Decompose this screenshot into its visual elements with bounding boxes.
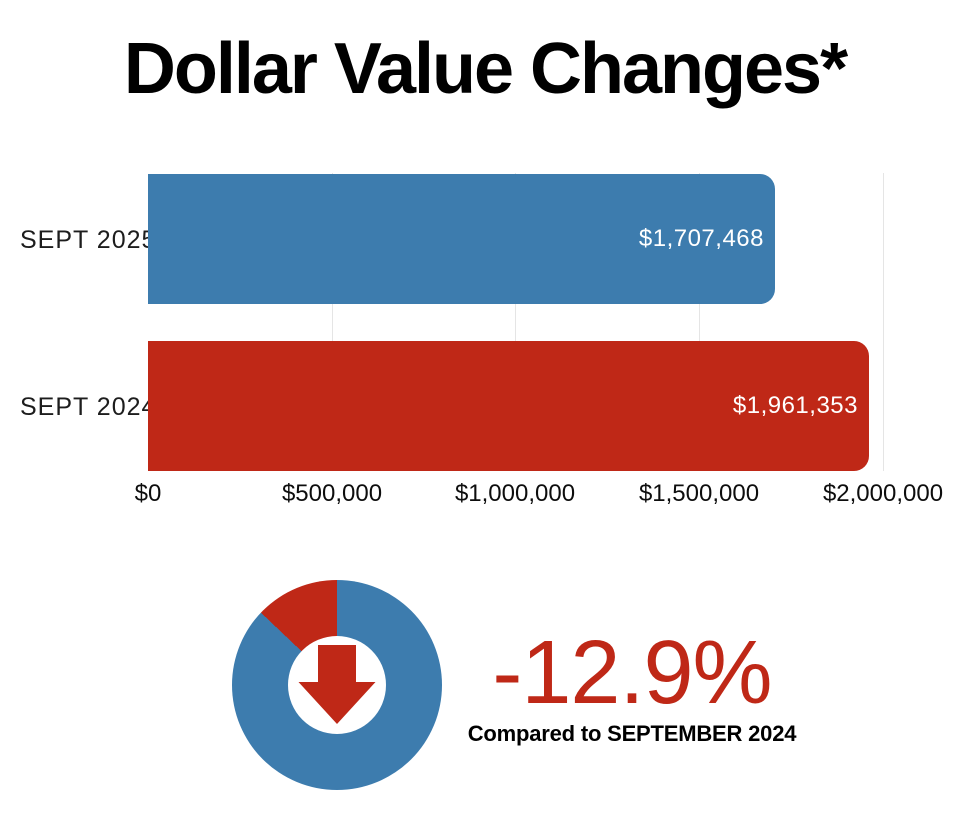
bar-chart: SEPT 2025 SEPT 2024 $1,707,468 $1,961,35… bbox=[0, 160, 970, 520]
x-axis-tick-2m: $2,000,000 bbox=[822, 480, 944, 507]
category-label-sept-2024: SEPT 2024 bbox=[20, 393, 157, 421]
x-axis-tick-0: $0 bbox=[134, 480, 162, 507]
bar-value-label-sept-2024: $1,961,353 bbox=[732, 392, 858, 419]
x-axis-tick-1m: $1,000,000 bbox=[454, 480, 576, 507]
category-label-sept-2025: SEPT 2025 bbox=[20, 226, 157, 254]
donut-chart bbox=[232, 580, 442, 790]
bar-sept-2025: $1,707,468 bbox=[148, 174, 775, 304]
gridline-500k bbox=[332, 173, 333, 471]
gridline-1m bbox=[515, 173, 516, 471]
bar-value-label-sept-2025: $1,707,468 bbox=[638, 225, 764, 252]
gridline-2m bbox=[883, 173, 884, 471]
arrow-down-icon bbox=[298, 645, 376, 724]
x-axis-tick-1-5m: $1,500,000 bbox=[638, 480, 760, 507]
percent-change-caption: Compared to SEPTEMBER 2024 bbox=[467, 721, 797, 746]
percent-change-value: -12.9% bbox=[492, 623, 772, 723]
summary-block: -12.9% Compared to SEPTEMBER 2024 bbox=[458, 628, 806, 747]
donut-hole bbox=[288, 636, 386, 734]
chart-title: Dollar Value Changes* bbox=[123, 29, 848, 109]
x-axis-tick-500k: $500,000 bbox=[281, 480, 383, 507]
bar-sept-2024: $1,961,353 bbox=[148, 341, 869, 471]
gridline-1-5m bbox=[699, 173, 700, 471]
